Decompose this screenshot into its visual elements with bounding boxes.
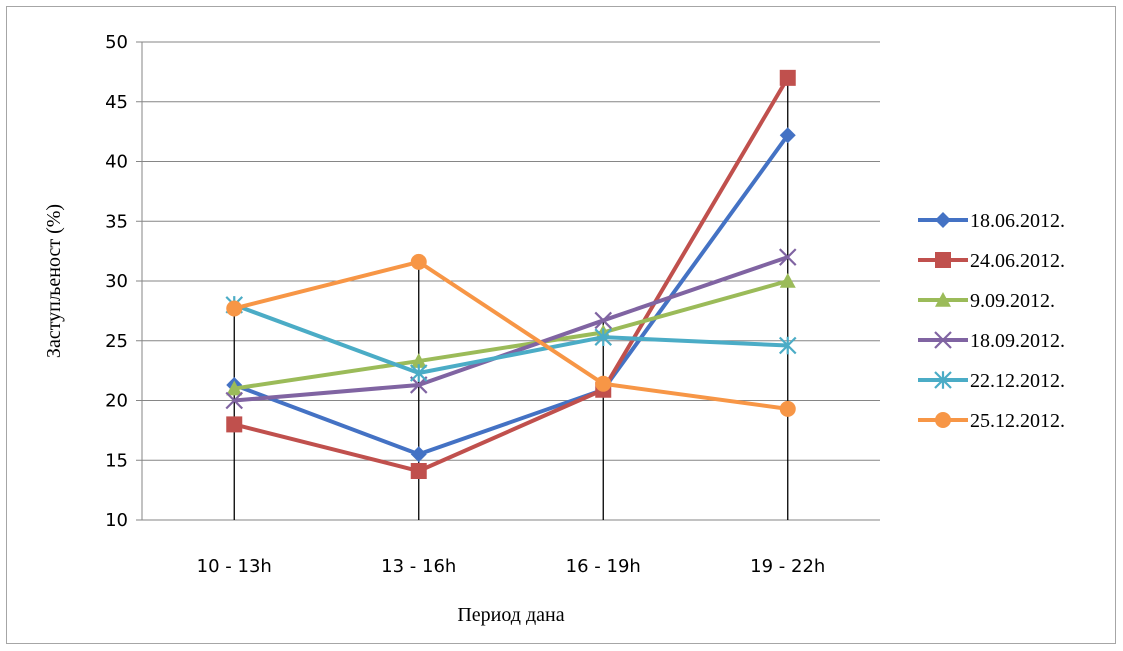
series-line [233, 134, 790, 457]
data-point [935, 292, 951, 307]
series [225, 296, 797, 382]
series-line [233, 259, 789, 411]
legend-item: 18.06.2012. [918, 210, 1065, 232]
data-point [779, 273, 796, 288]
y-tick-labels: 10 15 20 25 30 35 40 45 50 [105, 32, 128, 531]
series-line [233, 76, 790, 474]
legend-item: 24.06.2012. [918, 250, 1065, 272]
y-tick-label: 15 [105, 450, 128, 471]
x-tick-label: 16 - 19h [566, 556, 641, 577]
data-point [935, 412, 951, 428]
series-group [225, 69, 797, 480]
legend-label: 22.12.2012. [970, 370, 1065, 392]
data-point [934, 331, 952, 349]
data-point [594, 311, 613, 330]
data-point [934, 371, 952, 389]
legend-label: 18.06.2012. [970, 210, 1065, 232]
data-point [226, 416, 243, 433]
gridlines [136, 41, 880, 521]
legend: 18.06.2012. 24.06.2012. 9.09.2012. 18.09.20… [918, 210, 1065, 432]
data-point [779, 400, 796, 417]
legend-item: 18.09.2012. [918, 330, 1065, 352]
legend-label: 25.12.2012. [970, 410, 1065, 432]
x-tick-label: 13 - 16h [381, 556, 456, 577]
data-point [779, 127, 796, 144]
data-point [935, 252, 951, 268]
series [226, 69, 796, 480]
y-tick-label: 10 [105, 510, 128, 531]
data-point [594, 328, 613, 346]
legend-item: 9.09.2012. [918, 290, 1055, 312]
data-point [226, 300, 243, 317]
y-axis-label: Заступљеност (%) [43, 204, 65, 358]
legend-label: 18.09.2012. [970, 330, 1065, 352]
data-point [779, 69, 796, 86]
data-point [595, 375, 612, 392]
legend-label: 9.09.2012. [970, 290, 1055, 312]
y-tick-label: 35 [105, 211, 128, 232]
data-point [778, 248, 797, 266]
legend-label: 24.06.2012. [970, 250, 1065, 272]
data-point [226, 380, 243, 396]
data-point [778, 336, 797, 355]
data-point [935, 212, 951, 228]
legend-item: 25.12.2012. [918, 410, 1065, 432]
series-line [233, 279, 789, 391]
data-point [225, 391, 244, 410]
y-tick-label: 30 [105, 271, 128, 292]
series-line [233, 303, 788, 376]
data-point [410, 253, 427, 270]
series [226, 127, 796, 463]
x-tick-label: 19 - 22h [750, 556, 825, 577]
data-point [410, 353, 427, 368]
data-point [410, 446, 427, 463]
y-tick-label: 50 [105, 32, 128, 53]
y-tick-label: 20 [105, 391, 128, 412]
data-point [410, 463, 427, 480]
drop-lines [233, 77, 789, 520]
series-line [234, 255, 789, 403]
series [226, 253, 796, 417]
legend-item: 22.12.2012. [918, 370, 1065, 392]
y-tick-label: 40 [105, 152, 128, 173]
y-tick-label: 25 [105, 331, 128, 352]
data-point [409, 364, 428, 382]
y-tick-label: 45 [105, 92, 128, 113]
x-axis-label: Период дана [457, 604, 564, 626]
series [225, 248, 797, 410]
x-tick-labels: 10 - 13h 13 - 16h 16 - 19h 19 - 22h [197, 556, 826, 577]
x-tick-label: 10 - 13h [197, 556, 272, 577]
chart-frame [6, 6, 1116, 644]
